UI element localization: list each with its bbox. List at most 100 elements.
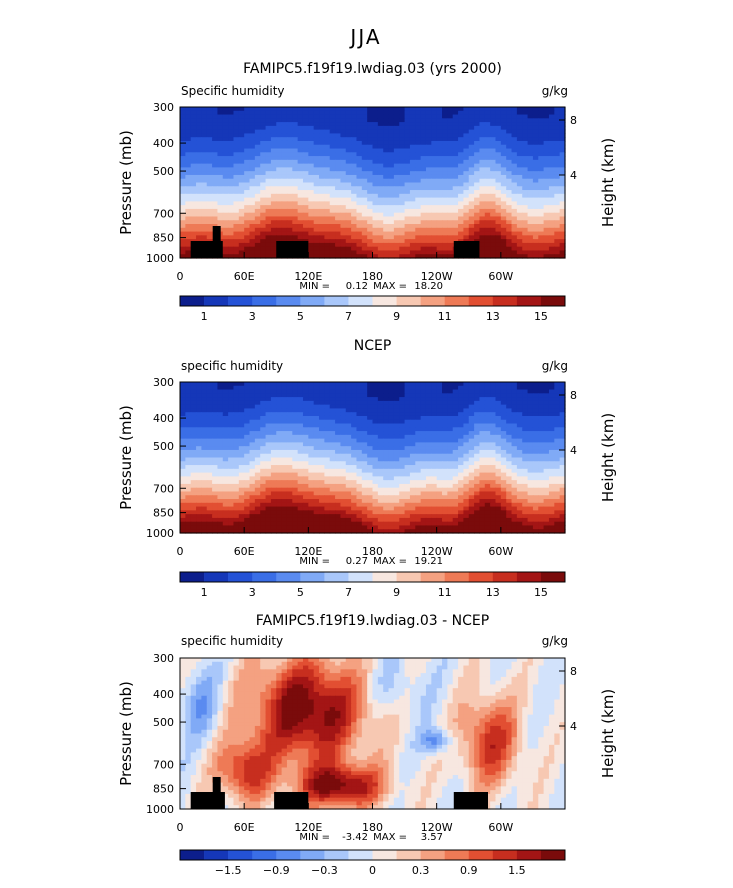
- colorbar: 1 3 5 7 9 11 13 15: [179, 571, 566, 599]
- colorbar-label: −0.3: [311, 864, 338, 877]
- colorbar-label: 13: [486, 310, 500, 323]
- x-tick-label: 180: [362, 545, 383, 558]
- colorbar-swatch: [252, 296, 277, 306]
- colorbar-label: 0.9: [460, 864, 478, 877]
- colorbar-label: 11: [438, 586, 452, 599]
- colorbar-swatch: [420, 850, 445, 860]
- colorbar-label: 3: [249, 310, 256, 323]
- colorbar-swatch: [324, 850, 349, 860]
- colorbar-swatch: [516, 572, 542, 582]
- field-cells: [180, 382, 566, 534]
- y2-tick-label: 4: [570, 720, 577, 733]
- min-value: 0.12: [346, 281, 368, 292]
- colorbar-swatch: [468, 296, 494, 306]
- field-cells: [180, 107, 566, 259]
- land-mask: [453, 792, 488, 809]
- x-tick-label: 60W: [488, 545, 513, 558]
- colorbar-swatch: [396, 296, 421, 306]
- x-tick-label: 0: [177, 821, 184, 834]
- max-label: MAX =: [373, 832, 407, 843]
- colorbar-label: 1.5: [508, 864, 526, 877]
- y2-tick-label: 8: [570, 665, 577, 678]
- panel-title: FAMIPC5.f19f19.lwdiag.03 - NCEP: [256, 613, 489, 629]
- y2-tick-label: 4: [570, 169, 577, 182]
- colorbar-swatch: [540, 850, 566, 860]
- max-label: MAX =: [373, 281, 407, 292]
- y2-axis-label: Height (km): [599, 138, 617, 227]
- colorbar-frame: [179, 571, 566, 583]
- colorbar-label: 13: [486, 586, 500, 599]
- field-label: Specific humidity: [181, 84, 285, 98]
- colorbar-swatch: [204, 296, 229, 306]
- y2-axis-label: Height (km): [599, 413, 617, 502]
- y-tick-label: 700: [153, 207, 174, 220]
- colorbar-label: 0: [369, 864, 376, 877]
- colorbar-swatch: [204, 850, 229, 860]
- y2-axis-label: Height (km): [599, 689, 617, 778]
- y-tick-label: 300: [153, 376, 174, 389]
- colorbar-swatch: [324, 296, 349, 306]
- colorbar-swatch: [252, 572, 277, 582]
- colorbar-label: 7: [345, 310, 352, 323]
- y-tick-label: 850: [153, 232, 174, 245]
- x-tick-label: 120E: [294, 821, 322, 834]
- colorbar-swatch: [204, 572, 229, 582]
- units-label: g/kg: [542, 634, 568, 648]
- colorbar-label: 0.3: [412, 864, 430, 877]
- x-tick-label: 0: [177, 270, 184, 283]
- field-label: specific humidity: [181, 359, 283, 373]
- min-label: MIN =: [299, 556, 330, 567]
- x-tick-label: 60E: [234, 270, 255, 283]
- y-tick-label: 500: [153, 440, 174, 453]
- y-tick-label: 400: [153, 137, 174, 150]
- colorbar-swatch: [372, 850, 397, 860]
- x-tick-label: 60E: [234, 821, 255, 834]
- colorbar-swatch: [348, 572, 373, 582]
- colorbar-swatch: [540, 572, 566, 582]
- colorbar-swatch: [276, 572, 301, 582]
- colorbar-swatch: [420, 296, 445, 306]
- y2-tick-label: 8: [570, 114, 577, 127]
- max-label: MAX =: [373, 556, 407, 567]
- figure-title: JJA: [348, 25, 381, 49]
- y-tick-label: 500: [153, 165, 174, 178]
- colorbar-label: 15: [534, 586, 548, 599]
- colorbar-swatch: [444, 572, 470, 582]
- units-label: g/kg: [542, 84, 568, 98]
- colorbar-swatch: [348, 296, 373, 306]
- x-tick-label: 180: [362, 821, 383, 834]
- x-tick-label: 120W: [421, 270, 453, 283]
- colorbar-label: 11: [438, 310, 452, 323]
- x-tick-label: 60W: [488, 270, 513, 283]
- colorbar-swatch: [396, 850, 421, 860]
- units-label: g/kg: [542, 359, 568, 373]
- colorbar-swatch: [372, 572, 397, 582]
- y-axis-label: Pressure (mb): [117, 405, 135, 510]
- colorbar-label: 1: [201, 586, 208, 599]
- max-value: 19.21: [414, 556, 443, 567]
- y2-tick-label: 4: [570, 444, 577, 457]
- colorbar-swatch: [468, 850, 494, 860]
- panel-title: FAMIPC5.f19f19.lwdiag.03 (yrs 2000): [243, 61, 502, 77]
- y-tick-label: 850: [153, 783, 174, 796]
- colorbar-swatch: [372, 296, 397, 306]
- land-mask: [274, 792, 309, 809]
- x-tick-label: 60W: [488, 821, 513, 834]
- colorbar-label: 1: [201, 310, 208, 323]
- colorbar-label: −0.9: [263, 864, 290, 877]
- y-axis-label: Pressure (mb): [117, 681, 135, 786]
- y-tick-label: 850: [153, 507, 174, 520]
- y-tick-label: 1000: [146, 252, 174, 265]
- colorbar-swatch: [396, 572, 421, 582]
- x-tick-label: 120W: [421, 821, 453, 834]
- min-value: -3.42: [342, 832, 368, 843]
- y-tick-label: 400: [153, 688, 174, 701]
- colorbar-label: 9: [393, 310, 400, 323]
- min-label: MIN =: [299, 832, 330, 843]
- y-tick-label: 1000: [146, 803, 174, 816]
- x-tick-label: 60E: [234, 545, 255, 558]
- land-mask: [190, 241, 223, 258]
- max-value: 18.20: [414, 281, 443, 292]
- colorbar-swatch: [444, 850, 470, 860]
- colorbar-swatch: [420, 572, 445, 582]
